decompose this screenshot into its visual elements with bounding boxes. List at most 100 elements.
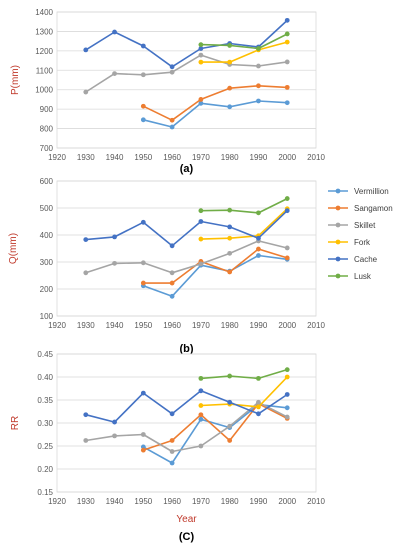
data-point-fork — [284, 39, 290, 45]
data-point-skillet — [140, 72, 146, 78]
data-point-sangamon — [198, 97, 204, 102]
data-point-lusk — [198, 42, 204, 48]
data-point-cache — [83, 412, 89, 418]
chart-panel-3: 0.15 0.20 0.25 0.30 0.35 0.40 0.45 1920 1930 1940… — [10, 350, 325, 543]
data-point-fork — [227, 235, 233, 241]
data-point-lusk — [227, 207, 233, 213]
data-point-vermillion — [169, 124, 175, 130]
data-point-skillet — [112, 260, 117, 266]
data-point-cache — [112, 234, 117, 240]
data-point-cache — [284, 17, 290, 23]
data-point-skillet — [198, 261, 204, 267]
series-line-fork — [200, 208, 288, 240]
chart-panel-1: 700 800 900 1000 1100 1200 1300 1400 1920 1930 194… — [10, 8, 325, 175]
data-point-cache — [140, 43, 146, 49]
series-line-lusk — [200, 368, 288, 380]
x-tick-label: 2000 — [278, 497, 296, 506]
y-tick-label: 900 — [40, 105, 54, 114]
data-point-lusk — [198, 375, 204, 381]
y-tick-label: 0.30 — [37, 419, 53, 428]
data-point-fork — [198, 236, 204, 242]
legend-swatch-marker-skillet — [335, 222, 341, 228]
data-point-cache — [256, 235, 261, 241]
x-tick-label: 1920 — [48, 153, 66, 162]
data-point-cache — [169, 64, 175, 70]
data-point-fork — [198, 59, 204, 65]
data-point-skillet — [256, 399, 261, 405]
y-tick-label: 0.40 — [37, 373, 53, 382]
x-axis-label: Year — [176, 514, 197, 525]
data-point-fork — [256, 404, 261, 410]
data-point-skillet — [83, 89, 89, 95]
series-line-vermillion — [143, 254, 288, 298]
series-line-skillet — [85, 54, 288, 93]
legend-label-skillet: Skillet — [354, 221, 376, 230]
data-point-cache — [198, 46, 204, 51]
data-point-cache — [83, 237, 89, 242]
data-point-vermillion — [198, 100, 204, 106]
data-point-vermillion — [140, 117, 146, 123]
y-tick-label: 400 — [40, 231, 54, 240]
x-tick-label: 1970 — [192, 497, 210, 506]
legend-label-lusk: Lusk — [354, 272, 372, 281]
data-point-cache — [169, 243, 175, 249]
x-tick-label: 1990 — [250, 497, 268, 506]
plot-area — [56, 180, 317, 317]
y-tick-label: 0.45 — [37, 350, 53, 359]
data-point-vermillion — [284, 405, 290, 411]
data-point-cache — [284, 392, 290, 397]
data-point-lusk — [256, 46, 261, 51]
data-point-lusk — [284, 196, 290, 201]
y-tick-label: 0.25 — [37, 442, 53, 451]
data-point-skillet — [256, 63, 261, 69]
series-line-cache — [85, 210, 288, 247]
data-point-skillet — [140, 260, 146, 266]
x-tick-label: 1990 — [250, 321, 268, 330]
data-point-cache — [284, 208, 290, 214]
data-point-skillet — [284, 245, 290, 251]
data-point-cache — [83, 47, 89, 53]
x-tick-label: 2010 — [307, 321, 325, 330]
x-tick-label: 1980 — [221, 497, 239, 506]
series-line-lusk — [200, 33, 288, 50]
data-point-vermillion — [169, 460, 175, 466]
series-line-cache — [85, 389, 288, 423]
data-point-cache — [256, 411, 261, 417]
series-line-skillet — [85, 240, 288, 274]
data-point-skillet — [112, 433, 117, 439]
data-point-vermillion — [256, 253, 261, 258]
data-point-fork — [227, 59, 233, 65]
series-line-lusk — [200, 197, 288, 214]
y-tick-label: 1400 — [35, 8, 53, 17]
legend-label-sangamon: Sangamon — [354, 204, 393, 213]
x-tick-label: 1960 — [163, 497, 181, 506]
x-tick-label: 2010 — [307, 497, 325, 506]
x-tick-label: 1930 — [77, 497, 95, 506]
x-tick-label: 1920 — [48, 497, 66, 506]
data-point-lusk — [227, 373, 233, 379]
data-point-lusk — [284, 367, 290, 373]
series-line-sangamon — [143, 248, 288, 284]
data-point-sangamon — [256, 83, 261, 89]
data-point-skillet — [169, 449, 175, 454]
data-point-skillet — [169, 270, 175, 276]
data-point-sangamon — [169, 438, 175, 443]
data-point-vermillion — [284, 100, 290, 106]
data-point-skillet — [83, 438, 89, 443]
data-point-cache — [169, 411, 175, 417]
data-point-lusk — [284, 31, 290, 37]
data-point-lusk — [198, 208, 204, 214]
data-point-sangamon — [140, 280, 146, 286]
x-tick-label: 1990 — [250, 153, 268, 162]
data-point-skillet — [140, 432, 146, 437]
x-tick-label: 1940 — [106, 497, 124, 506]
data-point-sangamon — [169, 280, 175, 286]
legend-swatch-marker-vermillion — [335, 188, 341, 194]
legend-swatch-marker-cache — [335, 256, 341, 262]
data-point-cache — [112, 419, 117, 425]
plot-area — [56, 11, 317, 149]
data-point-skillet — [284, 414, 290, 420]
data-point-skillet — [112, 71, 117, 76]
chart-panel-2: 100 200 300 400 500 600 1920 1930 1940 1950 1960 19… — [8, 177, 325, 355]
